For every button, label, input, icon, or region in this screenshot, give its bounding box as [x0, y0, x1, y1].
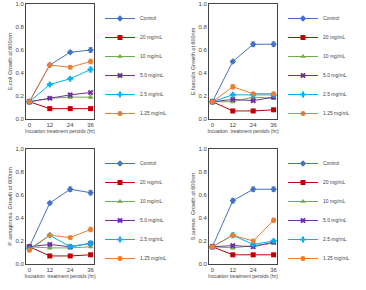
svg-text:E.faecalis Growth at 600nm: E.faecalis Growth at 600nm — [190, 27, 196, 95]
svg-text:0.8: 0.8 — [15, 24, 24, 30]
svg-text:0.4: 0.4 — [198, 70, 207, 76]
svg-text:20 mg/mL: 20 mg/mL — [323, 34, 345, 40]
svg-text:12: 12 — [46, 122, 53, 128]
svg-text:0.6: 0.6 — [198, 47, 207, 53]
svg-text:0: 0 — [28, 267, 32, 273]
svg-text:0.8: 0.8 — [15, 169, 24, 175]
svg-text:2.5 mg/mL: 2.5 mg/mL — [323, 236, 347, 242]
svg-text:2.5 mg/mL: 2.5 mg/mL — [140, 236, 164, 242]
svg-text:P. aeruginosa Growth at 600nm: P. aeruginosa Growth at 600nm — [7, 167, 13, 246]
svg-text:0: 0 — [211, 267, 215, 273]
svg-text:0.0: 0.0 — [15, 116, 24, 122]
svg-text:24: 24 — [250, 267, 257, 273]
svg-text:36: 36 — [87, 122, 94, 128]
svg-text:20 mg/mL: 20 mg/mL — [323, 179, 345, 185]
svg-text:0.6: 0.6 — [198, 192, 207, 198]
svg-text:Incuation treatment peroids (: Incuation treatment peroids (hr) — [207, 128, 278, 134]
svg-text:12: 12 — [229, 267, 236, 273]
svg-text:5.0 mg/mL: 5.0 mg/mL — [140, 72, 164, 78]
svg-text:1.25 mg/mL: 1.25 mg/mL — [323, 110, 350, 116]
svg-text:20 mg/mL: 20 mg/mL — [140, 34, 162, 40]
svg-text:0.8: 0.8 — [198, 24, 207, 30]
svg-text:12: 12 — [46, 267, 53, 273]
svg-text:1.0: 1.0 — [15, 146, 24, 152]
svg-text:Control: Control — [140, 15, 156, 21]
svg-text:10 mg/mL: 10 mg/mL — [140, 198, 162, 204]
svg-text:0.8: 0.8 — [198, 169, 207, 175]
svg-text:0.0: 0.0 — [198, 116, 207, 122]
svg-text:Control: Control — [140, 160, 156, 166]
svg-text:36: 36 — [87, 267, 94, 273]
svg-text:0.4: 0.4 — [15, 70, 24, 76]
svg-text:0.2: 0.2 — [15, 238, 24, 244]
svg-text:1.25 mg/mL: 1.25 mg/mL — [140, 255, 167, 261]
svg-text:24: 24 — [250, 122, 257, 128]
svg-text:1.0: 1.0 — [198, 146, 207, 152]
svg-text:Incuation treatment peroids (h: Incuation treatment peroids (hr) — [25, 128, 95, 134]
svg-text:2.5 mg/mL: 2.5 mg/mL — [323, 91, 347, 97]
svg-text:Control: Control — [323, 160, 339, 166]
svg-text:10 mg/mL: 10 mg/mL — [323, 53, 345, 59]
svg-text:5.0 mg/mL: 5.0 mg/mL — [323, 72, 347, 78]
svg-text:0.6: 0.6 — [15, 47, 24, 53]
svg-text:0.4: 0.4 — [15, 215, 24, 221]
svg-text:0.2: 0.2 — [198, 238, 207, 244]
svg-text:24: 24 — [67, 267, 74, 273]
svg-text:Incuation treatment peroids (h: Incuation treatment peroids (hr) — [208, 273, 278, 279]
svg-text:0: 0 — [211, 122, 215, 128]
svg-text:10 mg/mL: 10 mg/mL — [323, 198, 345, 204]
svg-text:0: 0 — [28, 122, 32, 128]
svg-text:0.4: 0.4 — [198, 215, 207, 221]
svg-text:2.5 mg/mL: 2.5 mg/mL — [140, 91, 164, 97]
svg-text:1.0: 1.0 — [15, 1, 24, 7]
svg-text:5.0 mg/mL: 5.0 mg/mL — [140, 217, 164, 223]
svg-text:0.2: 0.2 — [15, 93, 24, 99]
svg-text:36: 36 — [270, 267, 277, 273]
svg-text:0.6: 0.6 — [15, 192, 24, 198]
svg-text:10 mg/mL: 10 mg/mL — [140, 53, 162, 59]
svg-text:0.0: 0.0 — [198, 261, 207, 267]
svg-text:5.0 mg/mL: 5.0 mg/mL — [323, 217, 347, 223]
svg-text:36: 36 — [270, 122, 277, 128]
svg-text:1.25 mg/mL: 1.25 mg/mL — [140, 110, 167, 116]
svg-text:20 mg/mL: 20 mg/mL — [140, 179, 162, 185]
svg-text:1.25 mg/mL: 1.25 mg/mL — [323, 255, 350, 261]
svg-text:E.coli Growth at 600nm: E.coli Growth at 600nm — [7, 33, 13, 91]
svg-text:Incoation treatment peroids (: Incoation treatment peroids (hr) — [24, 273, 95, 279]
svg-text:S.aureus Growth at 600nm: S.aureus Growth at 600nm — [190, 172, 196, 240]
svg-text:0.2: 0.2 — [198, 93, 207, 99]
svg-text:24: 24 — [67, 122, 74, 128]
svg-text:1.0: 1.0 — [198, 1, 207, 7]
svg-text:0.0: 0.0 — [15, 261, 24, 267]
svg-text:Control: Control — [323, 15, 339, 21]
svg-text:12: 12 — [229, 122, 236, 128]
